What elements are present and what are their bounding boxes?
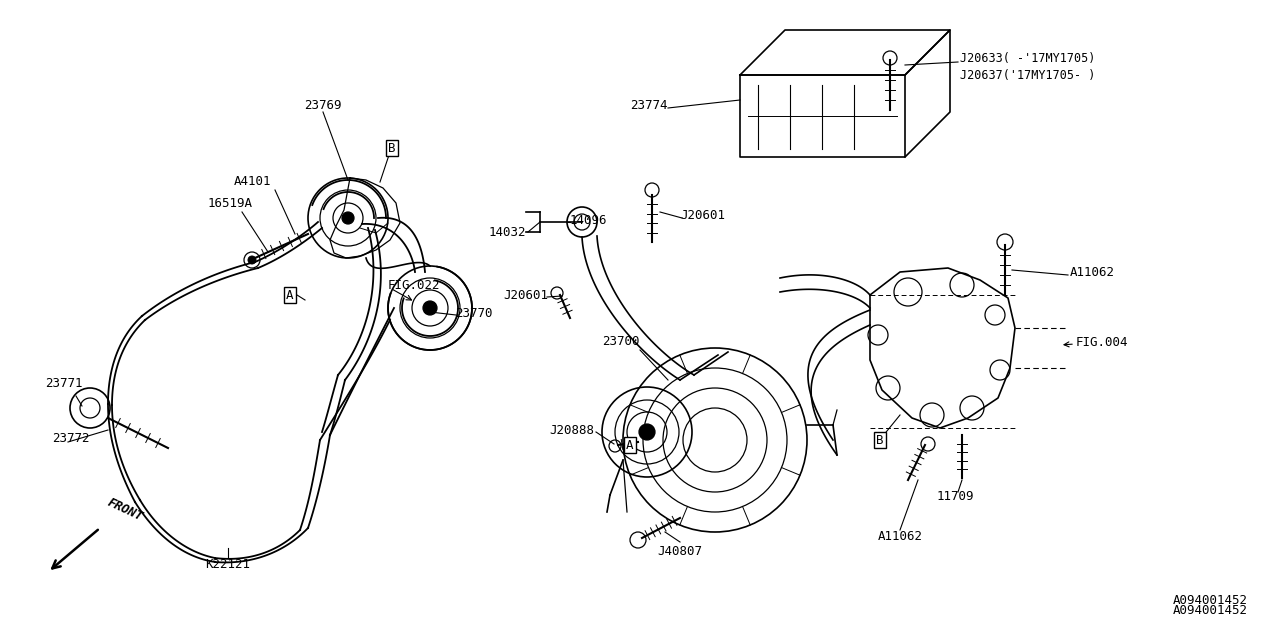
- Text: 23700: 23700: [603, 335, 640, 348]
- Text: J20888: J20888: [549, 424, 594, 436]
- Text: 14032: 14032: [489, 225, 526, 239]
- Text: 14096: 14096: [570, 214, 608, 227]
- Text: J20601: J20601: [680, 209, 724, 221]
- Text: 23772: 23772: [52, 432, 90, 445]
- Text: A4101: A4101: [234, 175, 271, 188]
- Text: B: B: [388, 141, 396, 154]
- Text: J40807: J40807: [658, 545, 703, 558]
- Text: A094001452: A094001452: [1172, 604, 1248, 616]
- Text: J20633( -'17MY1705): J20633( -'17MY1705): [960, 51, 1096, 65]
- Text: J20601: J20601: [503, 289, 548, 301]
- Text: 23770: 23770: [454, 307, 493, 319]
- Text: 23774: 23774: [631, 99, 668, 111]
- Text: A11062: A11062: [878, 530, 923, 543]
- Text: FIG.022: FIG.022: [388, 278, 440, 291]
- Text: A: A: [626, 438, 634, 451]
- Text: A11062: A11062: [1070, 266, 1115, 278]
- Text: FRONT: FRONT: [105, 497, 145, 524]
- Text: A094001452: A094001452: [1172, 593, 1248, 607]
- Text: B: B: [877, 433, 883, 447]
- Text: A: A: [287, 289, 293, 301]
- Text: 23769: 23769: [305, 99, 342, 112]
- Circle shape: [639, 424, 655, 440]
- Text: 16519A: 16519A: [207, 197, 252, 210]
- Text: K22121: K22121: [206, 558, 251, 571]
- Text: FIG.004: FIG.004: [1076, 335, 1129, 349]
- Text: 11709: 11709: [936, 490, 974, 503]
- Circle shape: [248, 256, 256, 264]
- Circle shape: [422, 301, 436, 315]
- Text: 23771: 23771: [45, 377, 82, 390]
- Text: J20637('17MY1705- ): J20637('17MY1705- ): [960, 68, 1096, 81]
- Circle shape: [342, 212, 355, 224]
